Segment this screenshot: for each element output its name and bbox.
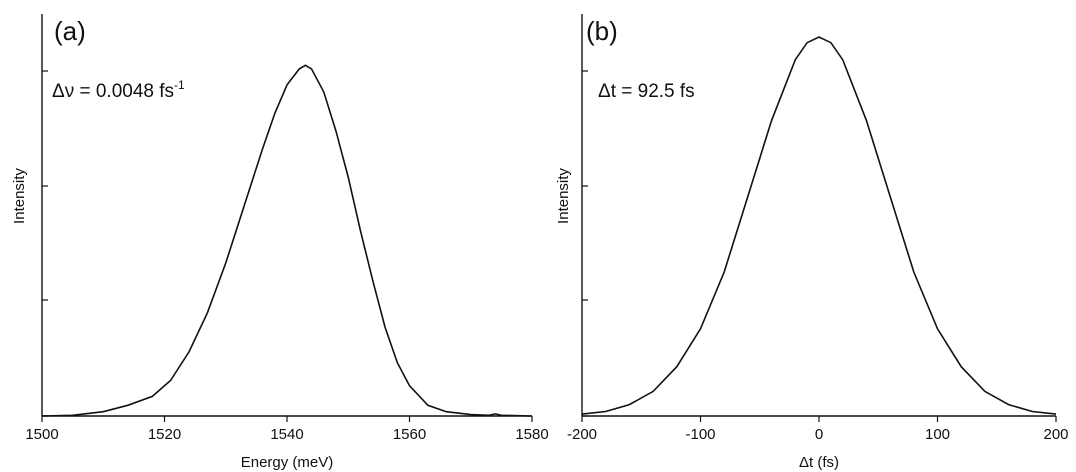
panel-a-annotation: Δν = 0.0048 fs-1 — [52, 78, 185, 102]
panel-a-x-tick-label: 1500 — [25, 426, 58, 443]
panel-a-x-axis-title: Energy (meV) — [241, 454, 334, 471]
panel-b-x-axis-title: Δt (fs) — [799, 454, 839, 471]
panel-a-label: (a) — [54, 16, 86, 46]
panel-a-x-tick-label: 1560 — [393, 426, 426, 443]
panel-a-series-line — [41, 64, 533, 417]
panel-b-label: (b) — [586, 16, 618, 46]
panel-a: 1500 1520 1540 1560 1580 (a) Δν = 0.0048 fs-… — [11, 14, 549, 471]
panel-a-annotation-superscript: -1 — [174, 78, 185, 92]
panel-b-series-line — [581, 36, 1057, 415]
panel-b-x-ticks — [581, 416, 1057, 422]
panel-a-y-axis-title: Intensity — [11, 168, 28, 224]
panel-a-x-tick-label: 1580 — [515, 426, 548, 443]
panel-b-annotation: Δt = 92.5 fs — [598, 81, 695, 102]
panel-b-y-ticks — [582, 70, 588, 417]
panel-b-y-axis-title: Intensity — [555, 168, 572, 224]
panel-a-y-ticks — [42, 70, 48, 417]
panel-b-x-tick-label: 200 — [1043, 426, 1068, 443]
panel-b-x-tick-label: -100 — [685, 426, 715, 443]
panel-b: -200 -100 0 100 200 (b) Δt = 92.5 fs Δt (fs)… — [555, 14, 1069, 471]
panel-a-x-tick-label: 1540 — [270, 426, 303, 443]
panel-b-x-tick-label: 100 — [925, 426, 950, 443]
panel-b-x-tick-labels: -200 -100 0 100 200 — [567, 426, 1069, 443]
panel-b-annotation-main: Δt = 92.5 fs — [598, 81, 695, 102]
panel-b-x-tick-label: -200 — [567, 426, 597, 443]
panel-a-x-ticks — [41, 416, 533, 422]
panel-a-x-tick-labels: 1500 1520 1540 1560 1580 — [25, 426, 548, 443]
panel-a-x-tick-label: 1520 — [148, 426, 181, 443]
panel-b-x-tick-label: 0 — [815, 426, 823, 443]
panel-a-annotation-main: Δν = 0.0048 fs — [52, 81, 174, 102]
